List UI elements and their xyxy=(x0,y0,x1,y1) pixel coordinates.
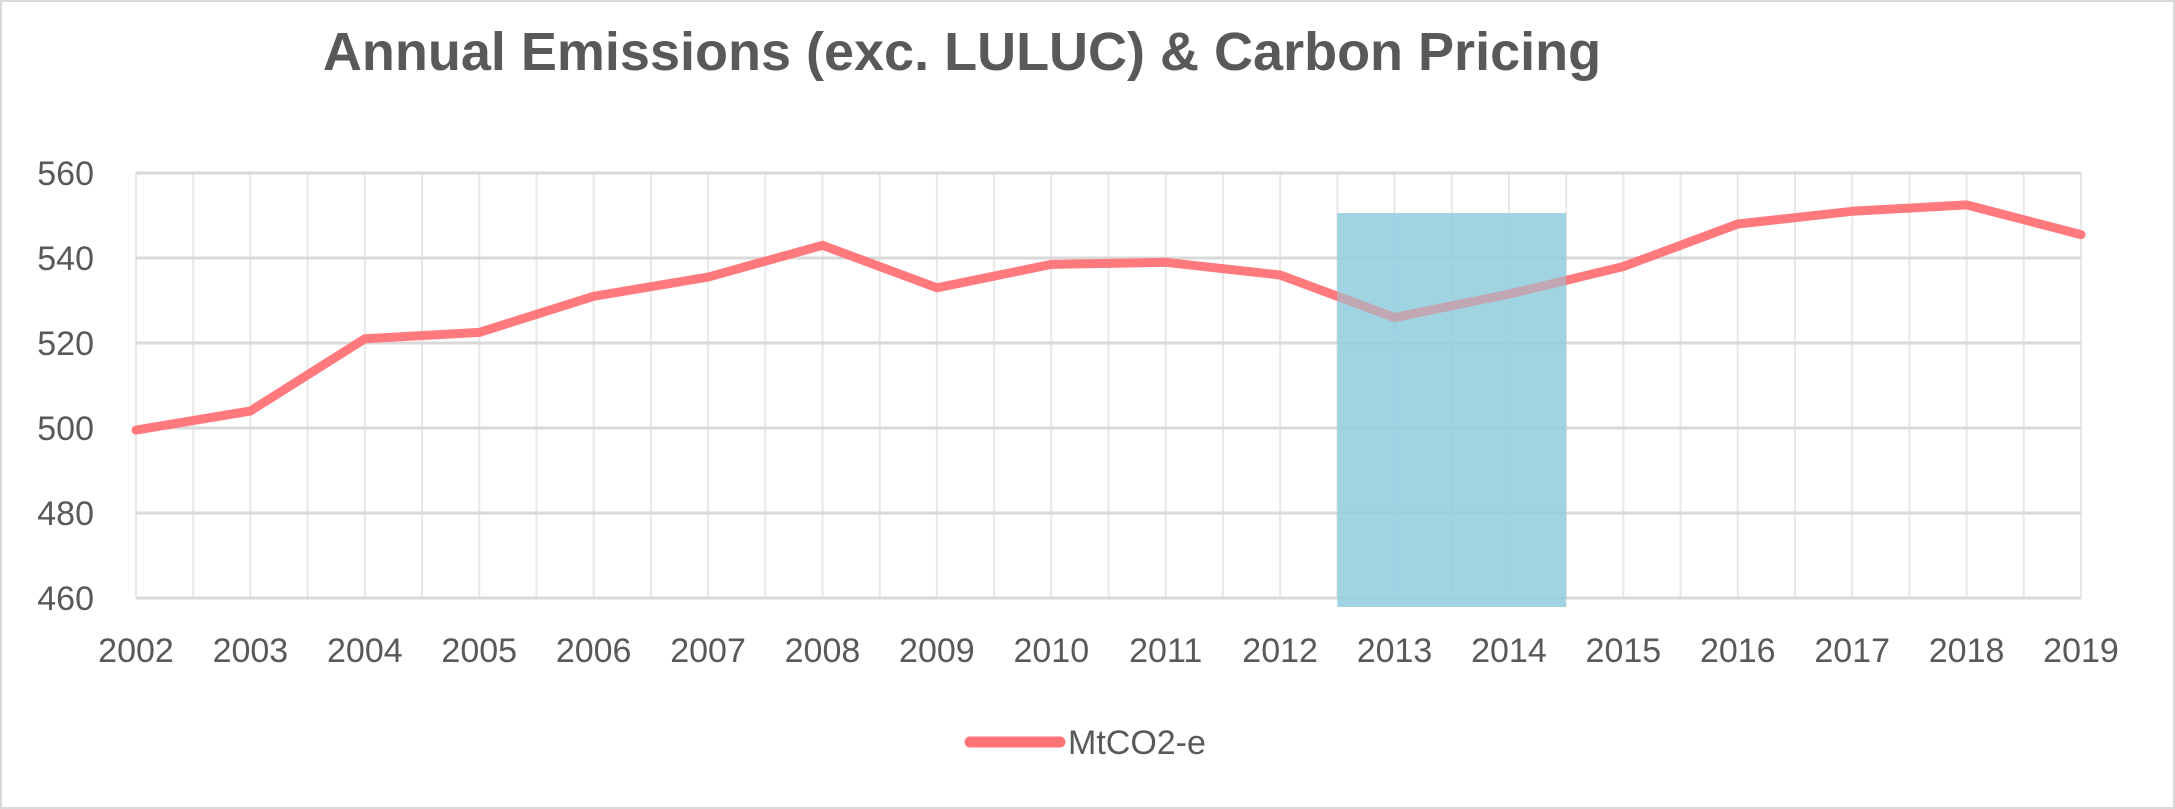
x-tick-label: 2010 xyxy=(1013,632,1089,670)
x-axis-ticks: 2002 2003 2004 2005 2006 2007 2008 2009 2010 2011… xyxy=(98,632,2119,670)
x-tick-label: 2018 xyxy=(1929,632,2005,670)
legend: MtCO2-e xyxy=(964,724,1206,762)
y-axis-ticks: 460 480 500 520 540 560 xyxy=(37,155,94,618)
x-tick-label: 2014 xyxy=(1471,632,1547,670)
x-tick-label: 2002 xyxy=(98,632,174,670)
y-tick-label: 540 xyxy=(37,240,94,278)
x-tick-label: 2008 xyxy=(785,632,861,670)
x-tick-label: 2015 xyxy=(1586,632,1662,670)
chart-title: Annual Emissions (exc. LULUC) & Carbon P… xyxy=(323,22,1601,82)
x-tick-label: 2017 xyxy=(1814,632,1890,670)
series-line-0 xyxy=(131,200,2086,435)
series-layer xyxy=(131,200,2086,607)
x-tick-label: 2012 xyxy=(1242,632,1318,670)
x-tick-label: 2016 xyxy=(1700,632,1776,670)
x-tick-label: 2004 xyxy=(327,632,403,670)
x-tick-label: 2011 xyxy=(1129,632,1202,670)
legend-label-mtco2e: MtCO2-e xyxy=(1068,724,1206,762)
x-tick-label: 2006 xyxy=(556,632,632,670)
x-tick-label: 2019 xyxy=(2043,632,2119,670)
x-tick-label: 2013 xyxy=(1357,632,1433,670)
carbon-pricing-band-overlay xyxy=(1337,213,1567,607)
x-tick-label: 2007 xyxy=(670,632,746,670)
y-tick-label: 560 xyxy=(37,155,94,193)
y-tick-label: 460 xyxy=(37,580,94,618)
gridlines xyxy=(135,171,2082,600)
x-tick-label: 2003 xyxy=(213,632,289,670)
y-tick-label: 500 xyxy=(37,410,94,448)
x-tick-label: 2005 xyxy=(441,632,517,670)
y-tick-label: 520 xyxy=(37,325,94,363)
y-tick-label: 480 xyxy=(37,495,94,533)
x-tick-label: 2009 xyxy=(899,632,975,670)
